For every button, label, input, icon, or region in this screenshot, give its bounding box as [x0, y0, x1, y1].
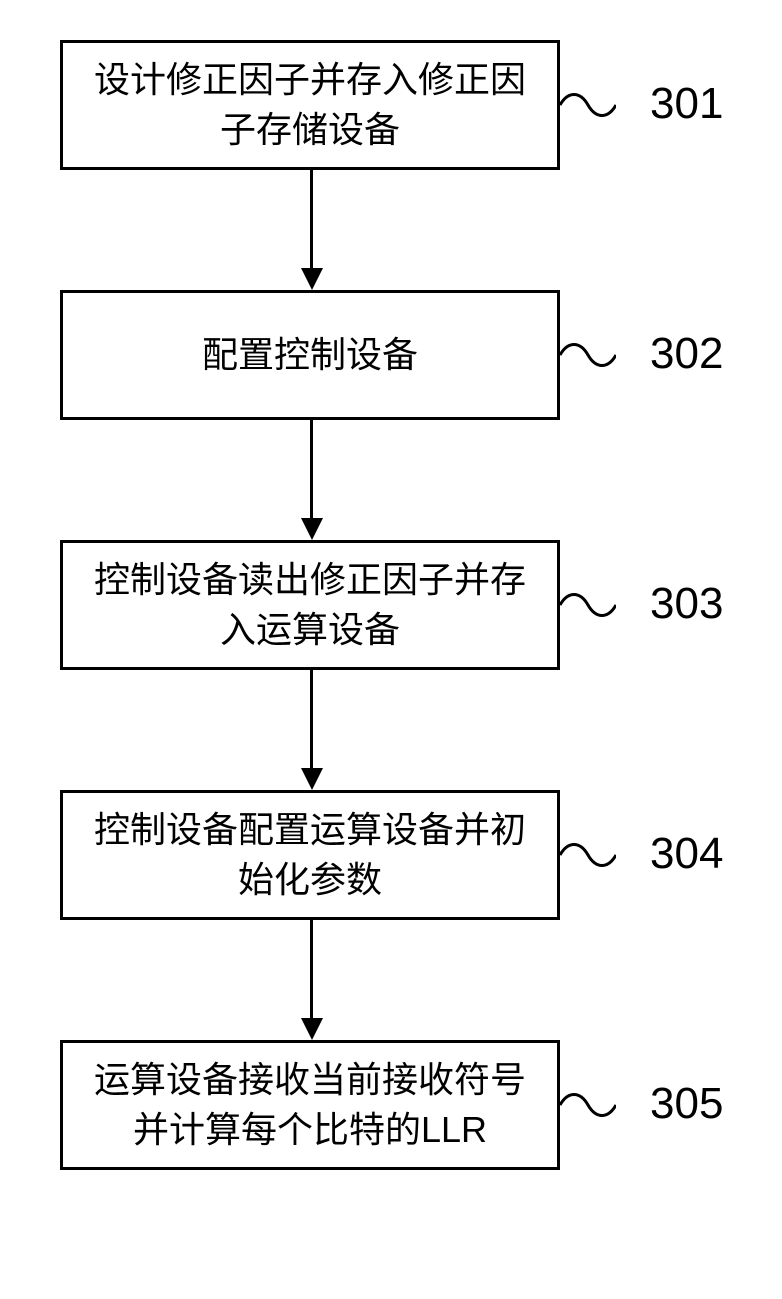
tilde-connector: [560, 587, 616, 623]
flowchart-node-n3: 控制设备读出修正因子并存入运算设备: [60, 540, 560, 670]
flowchart-node-n4: 控制设备配置运算设备并初始化参数: [60, 790, 560, 920]
arrowhead-icon: [301, 518, 323, 540]
node-text: 设计修正因子并存入修正因子存储设备: [83, 55, 537, 156]
flowchart-container: 设计修正因子并存入修正因子存储设备 301 配置控制设备 302 控制设备读出修正因子并…: [0, 0, 782, 1299]
edge-n2-n3: [310, 420, 313, 518]
edge-n1-n2: [310, 170, 313, 268]
arrowhead-icon: [301, 768, 323, 790]
node-label-n4: 304: [650, 829, 723, 879]
tilde-connector: [560, 337, 616, 373]
edge-n3-n4: [310, 670, 313, 768]
node-label-n2: 302: [650, 329, 723, 379]
tilde-connector: [560, 837, 616, 873]
node-label-n3: 303: [650, 579, 723, 629]
tilde-connector: [560, 1087, 616, 1123]
arrowhead-icon: [301, 268, 323, 290]
arrowhead-icon: [301, 1018, 323, 1040]
flowchart-node-n1: 设计修正因子并存入修正因子存储设备: [60, 40, 560, 170]
node-label-n1: 301: [650, 79, 723, 129]
node-text: 运算设备接收当前接收符号并计算每个比特的LLR: [83, 1055, 537, 1156]
flowchart-node-n2: 配置控制设备: [60, 290, 560, 420]
flowchart-node-n5: 运算设备接收当前接收符号并计算每个比特的LLR: [60, 1040, 560, 1170]
node-text: 控制设备配置运算设备并初始化参数: [83, 805, 537, 906]
node-label-n5: 305: [650, 1079, 723, 1129]
node-text: 配置控制设备: [202, 330, 418, 380]
edge-n4-n5: [310, 920, 313, 1018]
tilde-connector: [560, 87, 616, 123]
node-text: 控制设备读出修正因子并存入运算设备: [83, 555, 537, 656]
